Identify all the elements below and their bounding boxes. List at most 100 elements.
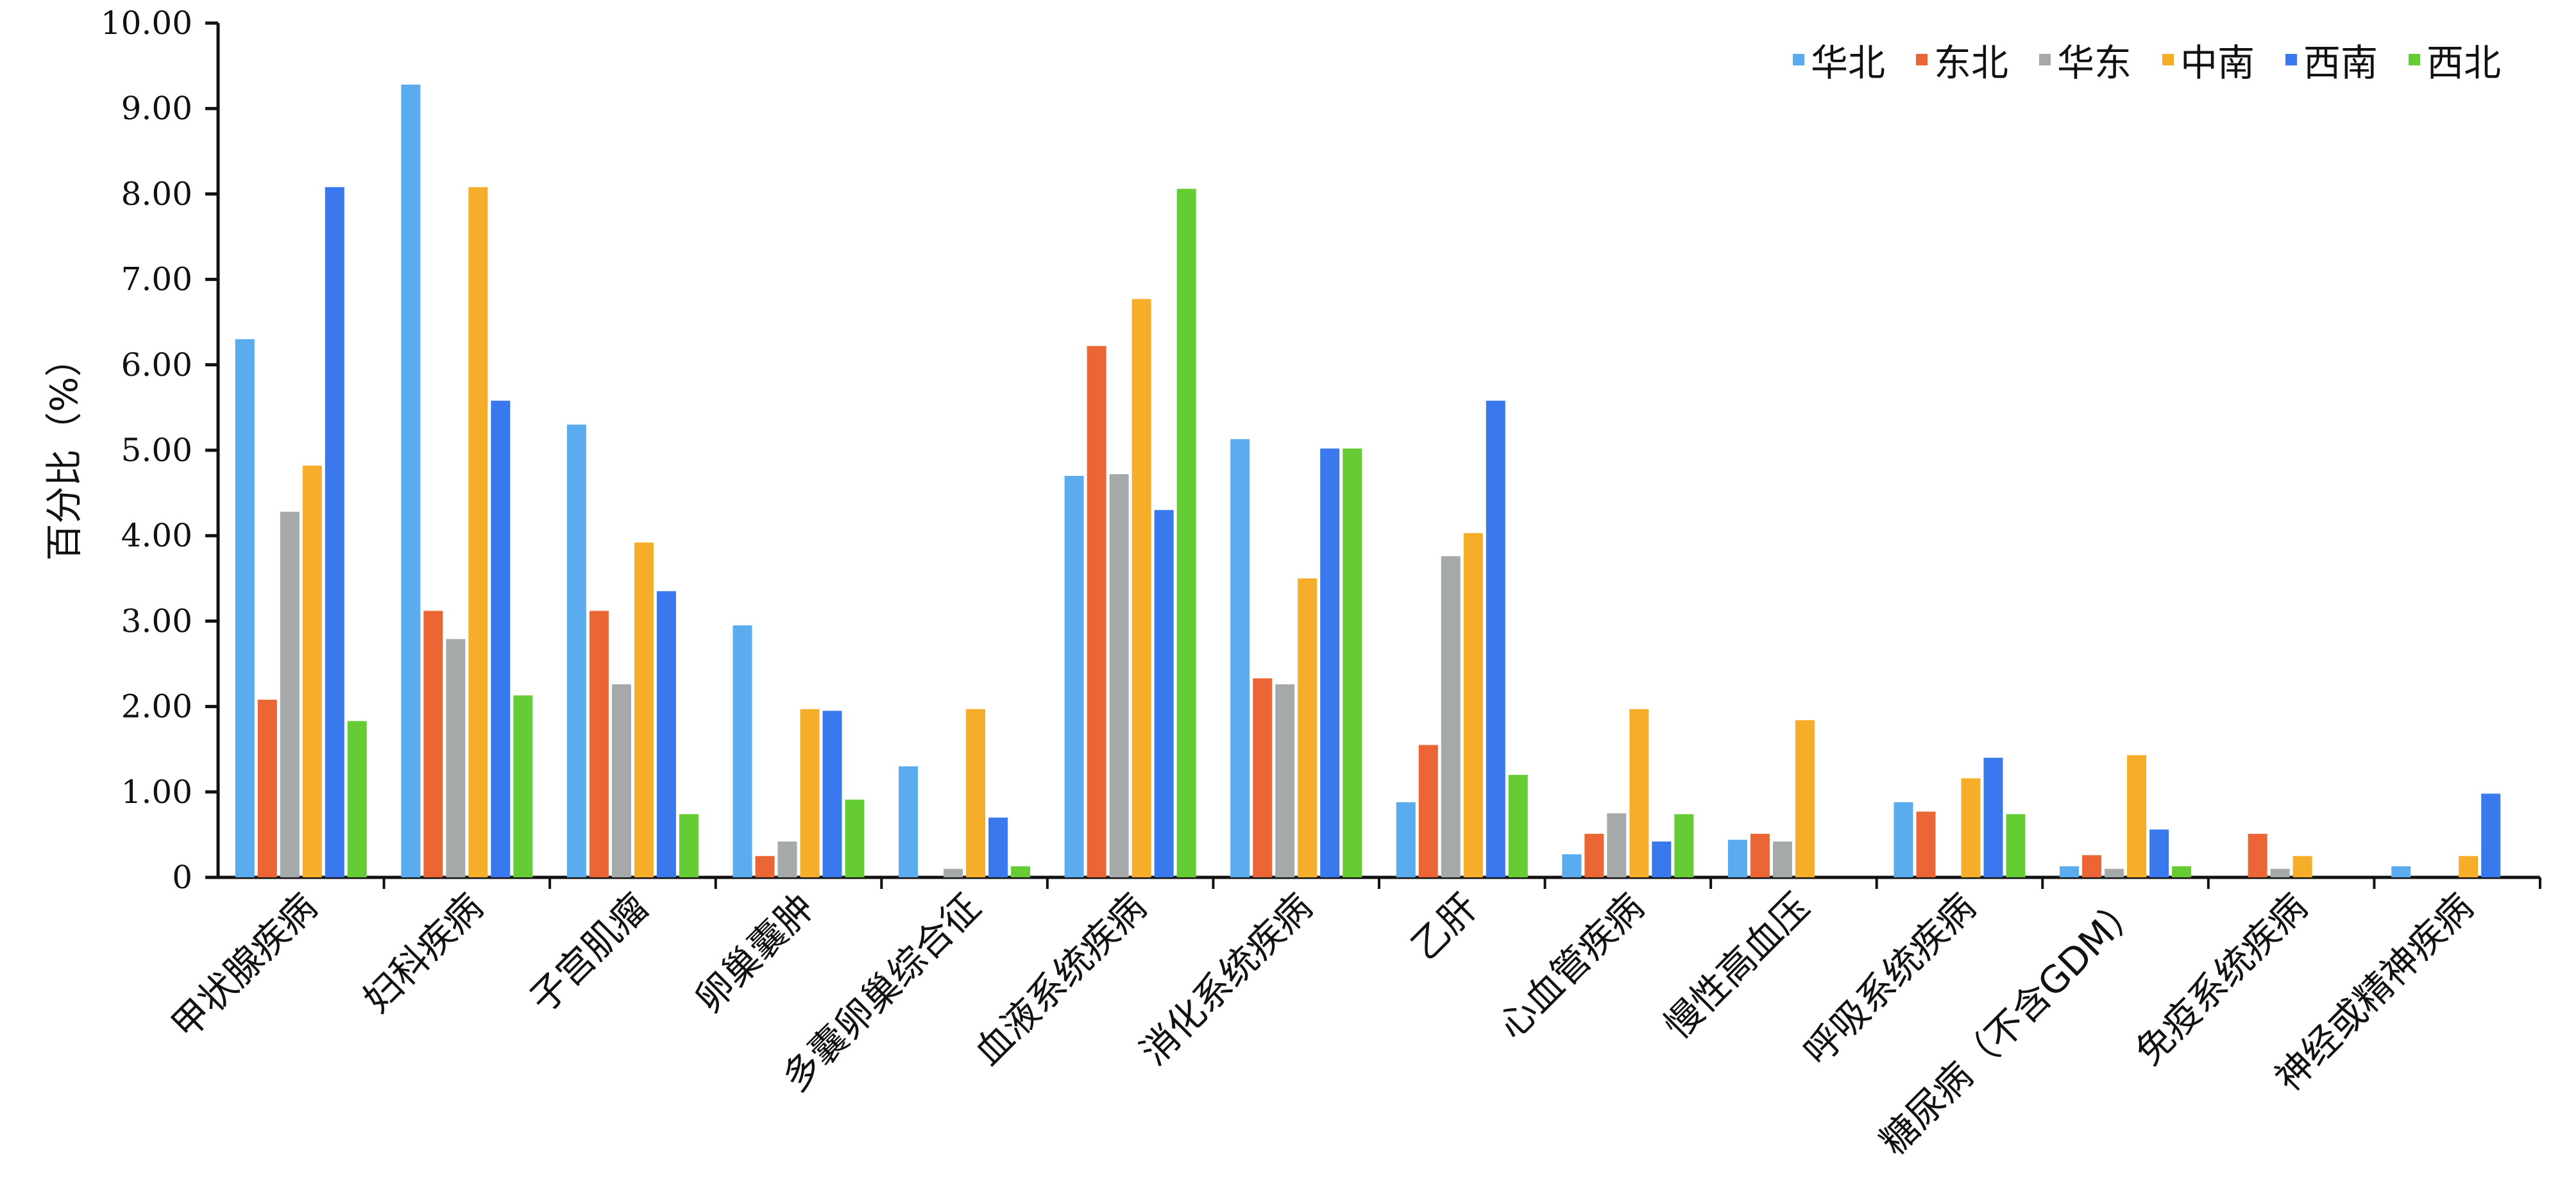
x-category-label: 乙肝: [1403, 885, 1486, 968]
bar: [1131, 299, 1151, 878]
bar: [401, 84, 421, 877]
bar: [2060, 866, 2080, 877]
bar: [1795, 720, 1815, 877]
bar: [2172, 866, 2192, 877]
bar: [1011, 866, 1031, 877]
bar: [1275, 684, 1295, 877]
y-tick-label: 0: [172, 859, 192, 896]
bar: [777, 841, 797, 877]
bar: [656, 591, 676, 877]
y-tick-label: 6.00: [121, 346, 192, 384]
bar: [966, 709, 986, 877]
bar: [845, 799, 865, 877]
y-axis-labels: 0 1.00 2.00 3.00 4.00 5.00 6.00 7.00 8.00 9.00 10.…: [101, 4, 192, 896]
bar: [1463, 533, 1483, 877]
x-category-label: 免疫系统疾病: [2127, 885, 2316, 1074]
bar: [1584, 834, 1604, 877]
legend-swatch: [2285, 54, 2297, 65]
bar: [2149, 829, 2169, 877]
bar: [1629, 709, 1649, 877]
legend: 华北 东北 华东 中南 西南 西北: [1793, 41, 2501, 85]
bar: [1916, 811, 1936, 877]
bar: [1320, 448, 1340, 877]
bar: [634, 542, 654, 877]
bar: [491, 400, 511, 877]
bar: [755, 856, 775, 877]
bar: [325, 187, 344, 877]
legend-swatch: [1793, 54, 1804, 65]
legend-label: 华北: [1811, 41, 1885, 85]
bar: [1727, 840, 1747, 877]
x-category-label: 甲状腺疾病: [163, 885, 325, 1047]
x-category-label: 消化系统疾病: [1131, 885, 1320, 1074]
bar: [2391, 866, 2411, 877]
x-category-label: 妇科疾病: [355, 885, 491, 1021]
bar: [423, 611, 443, 877]
bar: [1064, 475, 1084, 877]
legend-label: 东北: [1934, 41, 2008, 85]
bar: [1298, 578, 1318, 877]
x-category-label: 卵巢囊肿: [687, 885, 823, 1021]
bar: [899, 766, 919, 877]
bar: [1983, 757, 2003, 877]
bar: [513, 695, 533, 877]
bar: [302, 465, 322, 877]
bar: [2127, 755, 2147, 877]
legend-swatch: [2162, 54, 2174, 65]
bar: [2292, 856, 2312, 877]
bar: [2082, 855, 2102, 877]
y-tick-label: 8.00: [121, 175, 192, 212]
bar: [1176, 189, 1196, 878]
bar: [1652, 841, 1672, 877]
bar: [733, 625, 752, 877]
bar: [1253, 678, 1273, 877]
x-category-label: 心血管疾病: [1490, 885, 1652, 1047]
bar: [566, 425, 586, 877]
bar: [468, 187, 488, 877]
bar: [1087, 346, 1106, 877]
bar: [1486, 400, 1505, 877]
x-category-label: 子宫肌瘤: [521, 885, 657, 1021]
bar: [988, 817, 1008, 877]
bar: [1230, 439, 1250, 877]
axes: [205, 21, 2541, 889]
bar: [800, 709, 820, 877]
bar: [611, 684, 631, 877]
legend-label: 西南: [2303, 41, 2378, 85]
legend-label: 西北: [2427, 41, 2501, 85]
bar: [1396, 802, 1416, 877]
y-tick-label: 1.00: [121, 773, 192, 811]
legend-swatch: [2039, 54, 2051, 65]
bar: [347, 721, 367, 877]
y-tick-label: 5.00: [121, 432, 192, 469]
y-tick-label: 9.00: [121, 90, 192, 127]
bar: [1674, 814, 1694, 877]
bar: [2459, 856, 2479, 877]
legend-label: 中南: [2180, 41, 2255, 85]
bar: [589, 611, 609, 877]
bar: [1961, 778, 1981, 877]
bar: [1154, 510, 1174, 877]
bar: [2270, 868, 2290, 877]
y-tick-label: 4.00: [121, 517, 192, 554]
legend-swatch: [1916, 54, 1928, 65]
bar: [1607, 813, 1627, 877]
bars-group: [235, 84, 2501, 878]
bar: [1562, 854, 1582, 877]
bar: [1894, 802, 1913, 877]
x-category-label: 慢性高血压: [1656, 885, 1818, 1047]
bar: [280, 511, 300, 877]
bar: [2105, 868, 2124, 877]
x-category-label: 呼吸系统疾病: [1795, 885, 1984, 1074]
bar: [1508, 775, 1528, 877]
bar: [2006, 814, 2026, 877]
bar: [944, 868, 963, 877]
legend-swatch: [2409, 54, 2420, 65]
legend-label: 华东: [2057, 41, 2131, 85]
bar: [1441, 556, 1461, 877]
bar: [2481, 793, 2501, 877]
bar: [1418, 745, 1438, 877]
